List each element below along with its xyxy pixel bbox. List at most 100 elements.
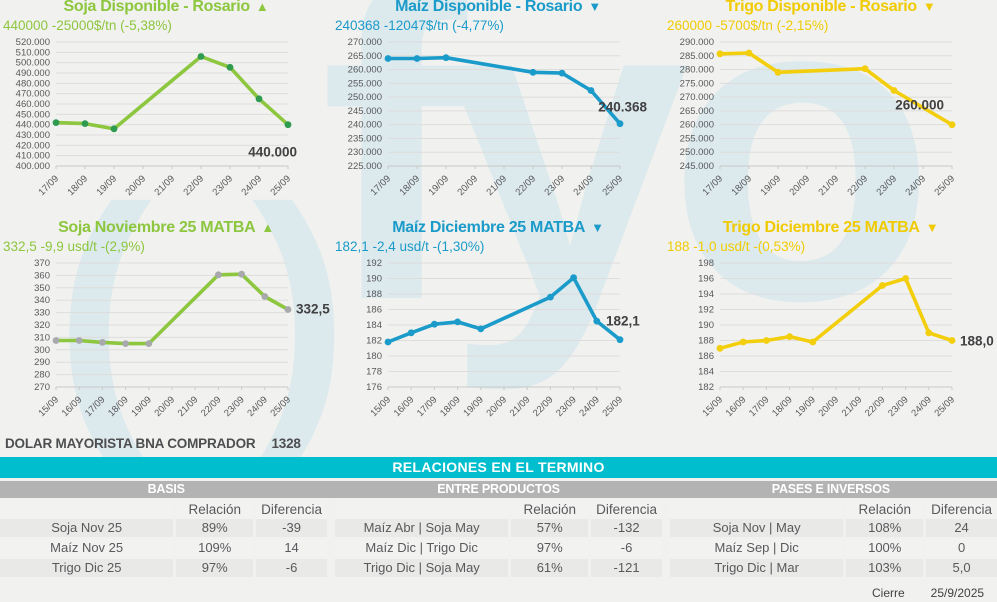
closing-label: Cierre — [872, 586, 905, 600]
y-tick-label: 350 — [34, 283, 50, 294]
x-tick-label: 25/09 — [269, 173, 294, 198]
y-tick-label: 430.000 — [16, 130, 50, 141]
data-point — [879, 282, 886, 289]
diferencia-cell: -121 — [591, 559, 662, 577]
column-header-row: Relación Diferencia — [670, 501, 997, 519]
chart-subtitle: 182,1 -2,4 usd/t -(1,30%) — [335, 239, 485, 254]
closing-date: 25/9/2025 — [930, 586, 985, 600]
x-tick-label: 17/09 — [83, 394, 108, 419]
chart-title-text: Maíz Diciembre 25 MATBA — [392, 219, 586, 236]
x-tick-label: 19/09 — [793, 394, 818, 419]
table-section-basis: Relación Diferencia Soja Nov 25 89% -39 Maí… — [0, 501, 327, 577]
table-row: Soja Nov | May 108% 24 — [670, 519, 997, 537]
product-cell: Trigo Dic | Soja May — [335, 559, 509, 577]
y-tick-label: 520.000 — [16, 37, 50, 48]
data-point — [948, 337, 956, 344]
data-point — [255, 95, 263, 103]
trend-down-icon: ▼ — [588, 0, 601, 14]
table-row: Trigo Dic | Soja May 61% -121 — [335, 559, 662, 577]
data-point — [616, 336, 624, 344]
x-tick-label: 17/09 — [369, 173, 394, 198]
data-point — [52, 337, 60, 344]
relacion-cell: 100% — [846, 539, 924, 557]
chart-title: Soja Noviembre 25 MATBA ▲ — [0, 219, 332, 237]
y-tick-label: 190 — [366, 274, 382, 285]
y-tick-label: 410.000 — [16, 151, 50, 162]
data-point — [925, 329, 933, 337]
x-tick-label: 23/09 — [211, 173, 236, 198]
x-tick-label: 18/09 — [770, 394, 795, 419]
table-row: Maíz Dic | Trigo Dic 97% -6 — [335, 539, 662, 557]
x-tick-label: 24/09 — [240, 173, 265, 198]
chart-title-text: Soja Disponible - Rosario — [63, 0, 251, 15]
price-chart-svg: 192 190 188 186 184 182 180 178 17615/0916/0917/… — [366, 258, 640, 419]
trend-down-icon: ▼ — [925, 220, 939, 235]
diferencia-header: Diferencia — [591, 501, 662, 519]
data-point — [215, 271, 222, 279]
y-tick-label: 182 — [698, 382, 714, 393]
y-tick-label: 235.000 — [348, 133, 382, 144]
y-tick-label: 470.000 — [16, 89, 50, 100]
data-point — [593, 317, 601, 325]
x-tick-label: 20/09 — [788, 173, 813, 198]
product-cell: Maíz Dic | Trigo Dic — [335, 539, 509, 557]
chart-subtitle: 188 -1,0 usd/t -(0,53%) — [667, 239, 806, 254]
x-tick-label: 21/09 — [153, 173, 178, 198]
x-tick-label: 24/09 — [245, 394, 270, 419]
x-tick-label: 21/09 — [840, 394, 865, 419]
data-point — [110, 125, 118, 133]
chart-title-text: Soja Noviembre 25 MATBA — [58, 219, 256, 236]
y-tick-label: 250.000 — [348, 92, 382, 103]
y-tick-label: 310 — [34, 332, 50, 343]
y-tick-label: 280.000 — [680, 65, 714, 76]
y-tick-label: 230.000 — [348, 147, 382, 158]
x-tick-label: 20/09 — [817, 394, 842, 419]
empty-header-cell — [0, 501, 174, 519]
y-tick-label: 330 — [34, 308, 50, 319]
price-chart-svg: 290.000 285.000 280.000 275.000 270.000 265.0… — [680, 37, 957, 198]
relacion-header: Relación — [846, 501, 924, 519]
data-point — [587, 87, 595, 94]
price-line — [718, 51, 954, 127]
y-tick-label: 480.000 — [16, 78, 50, 89]
y-tick-label: 400.000 — [16, 161, 50, 172]
charts-grid: Soja Disponible - Rosario ▲ 440000 -25000… — [0, 0, 997, 435]
diferencia-header: Diferencia — [926, 501, 997, 519]
data-point — [861, 65, 869, 73]
y-tick-label: 192 — [366, 258, 382, 269]
x-tick-label: 22/09 — [846, 173, 871, 198]
y-tick-label: 192 — [698, 305, 714, 316]
x-tick-label: 20/09 — [153, 394, 178, 419]
product-cell: Trigo Dic 25 — [0, 559, 174, 577]
product-cell: Maíz Nov 25 — [0, 539, 174, 557]
price-line — [386, 55, 622, 126]
table-body: Relación Diferencia Soja Nov 25 89% -39 Maí… — [0, 501, 997, 577]
y-tick-label: 340 — [34, 295, 50, 306]
y-tick-label: 510.000 — [16, 47, 50, 58]
chart-subtitle: 240368 -12047$/tn (-4,77%) — [335, 18, 504, 33]
table-title: RELACIONES EN EL TERMINO — [0, 457, 997, 478]
data-point — [407, 329, 415, 337]
x-tick-label: 21/09 — [508, 394, 533, 419]
chart-subtitle: 440000 -25000$/tn (-5,38%) — [3, 18, 172, 33]
x-tick-label: 18/09 — [730, 173, 755, 198]
relacion-cell: 61% — [511, 559, 589, 577]
x-tick-label: 20/09 — [456, 173, 481, 198]
price-line — [718, 276, 954, 351]
last-value-label: 182,1 — [606, 314, 640, 329]
data-point — [384, 338, 392, 346]
y-tick-label: 265.000 — [680, 106, 714, 117]
y-tick-label: 360 — [34, 270, 50, 281]
chart-title-text: Trigo Diciembre 25 MATBA — [722, 219, 920, 236]
data-point — [261, 293, 269, 300]
y-tick-label: 270.000 — [348, 37, 382, 48]
table-section-bands: BASIS ENTRE PRODUCTOS PASES E INVERSOS — [0, 481, 997, 498]
x-tick-label: 23/09 — [554, 394, 579, 419]
data-point — [774, 68, 782, 76]
x-tick-label: 19/09 — [129, 394, 154, 419]
y-tick-label: 440.000 — [16, 120, 50, 131]
data-point — [226, 63, 234, 71]
x-tick-label: 16/09 — [392, 394, 417, 419]
chart-trigo-diciembre-matba: Trigo Diciembre 25 MATBA ▼ 188 -1,0 usd/t… — [664, 212, 997, 435]
